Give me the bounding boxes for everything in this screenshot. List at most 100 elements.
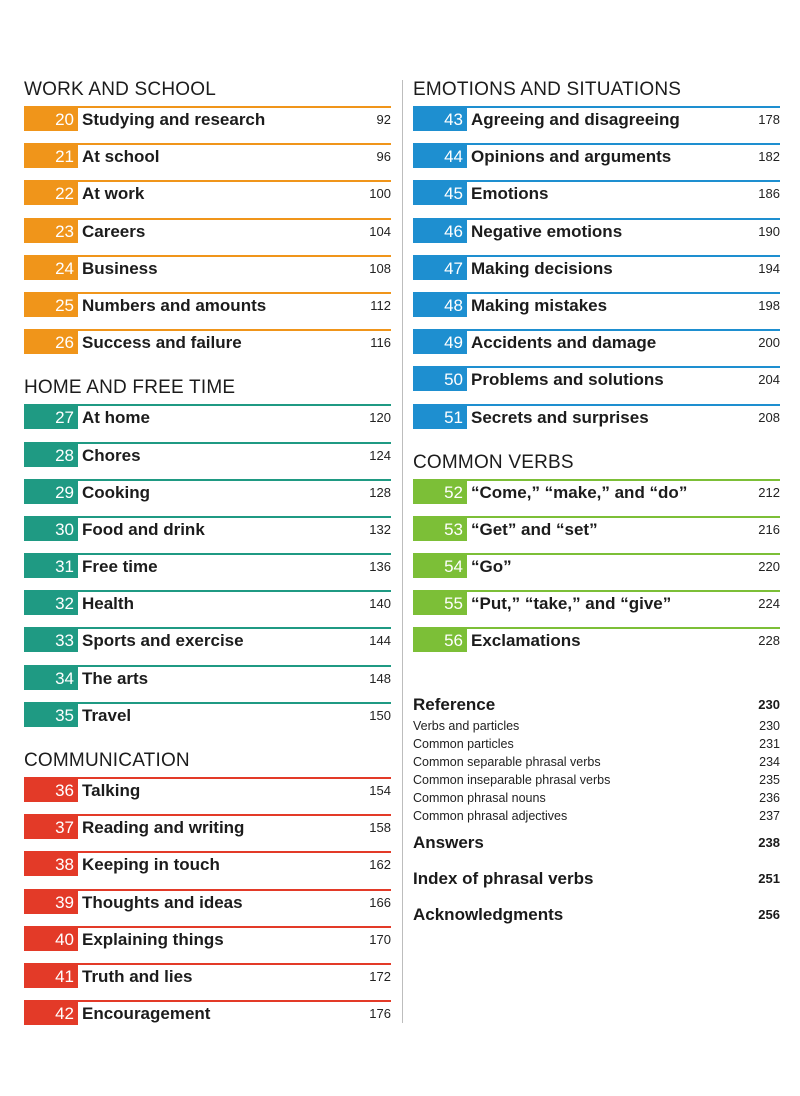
toc-entry[interactable]: 30 Food and drink 132 (24, 515, 391, 553)
entry-rule (413, 329, 780, 332)
toc-entry[interactable]: 21 At school 96 (24, 143, 391, 180)
toc-entry[interactable]: 44 Opinions and arguments 182 (413, 143, 780, 180)
toc-entry[interactable]: 20 Studying and research 92 (24, 106, 391, 143)
back-matter-item[interactable]: Answers 238 (413, 825, 780, 861)
toc-right-column: EMOTIONS AND SITUATIONS 43 Agreeing and d… (413, 76, 780, 933)
unit-number-badge: 31 (24, 555, 78, 579)
toc-entry[interactable]: 39 Thoughts and ideas 166 (24, 888, 391, 926)
toc-entry[interactable]: 25 Numbers and amounts 112 (24, 291, 391, 329)
reference-title: Reference (413, 694, 496, 714)
page-number: 208 (758, 409, 780, 425)
toc-entry[interactable]: 28 Chores 124 (24, 441, 391, 479)
entry-rule (24, 441, 391, 444)
toc-entry[interactable]: 37 Reading and writing 158 (24, 814, 391, 851)
toc-entry[interactable]: 34 The arts 148 (24, 664, 391, 702)
page-number: 220 (758, 559, 780, 575)
toc-entry[interactable]: 27 At home 120 (24, 404, 391, 441)
unit-title: Agreeing and disagreeing (471, 110, 680, 129)
reference-item[interactable]: Common phrasal nouns 236 (413, 789, 780, 807)
toc-entry[interactable]: 24 Business 108 (24, 254, 391, 292)
reference-block: Reference 230 Verbs and particles 230 Comm… (413, 693, 780, 933)
toc-entry[interactable]: 52 “Come,” “make,” and “do” 212 (413, 478, 780, 516)
toc-entry[interactable]: 29 Cooking 128 (24, 478, 391, 516)
page-number: 228 (758, 633, 780, 649)
entry-rule (413, 627, 780, 630)
reference-item[interactable]: Verbs and particles 230 (413, 717, 780, 735)
unit-title: “Put,” “take,” and “give” (471, 594, 672, 614)
reference-item[interactable]: Common inseparable phrasal verbs 235 (413, 771, 780, 789)
toc-entry[interactable]: 42 Encouragement 176 (24, 1000, 391, 1037)
page-number: 166 (369, 894, 391, 910)
page-number: 190 (758, 223, 780, 239)
unit-number-badge: 37 (24, 816, 78, 840)
entry-rule (24, 777, 391, 779)
toc-entry[interactable]: 26 Success and failure 116 (24, 329, 391, 366)
page-number: 116 (370, 335, 391, 351)
toc-entry[interactable]: 40 Explaining things 170 (24, 925, 391, 963)
entry-list: 20 Studying and research 92 21 At school 96 22… (24, 106, 391, 366)
toc-entry[interactable]: 43 Agreeing and disagreeing 178 (413, 106, 780, 143)
page-number: 158 (369, 820, 391, 836)
page-number: 194 (758, 260, 780, 276)
unit-number-badge: 36 (24, 779, 78, 802)
toc-entry[interactable]: 48 Making mistakes 198 (413, 291, 780, 329)
toc-entry[interactable]: 45 Emotions 186 (413, 180, 780, 217)
entry-rule (24, 106, 391, 108)
page-number: 182 (758, 149, 780, 165)
reference-item[interactable]: Common separable phrasal verbs 234 (413, 753, 780, 771)
page-number: 204 (758, 372, 780, 388)
toc-entry[interactable]: 51 Secrets and surprises 208 (413, 403, 780, 441)
reference-heading[interactable]: Reference 230 (413, 693, 780, 717)
toc-entry[interactable]: 32 Health 140 (24, 590, 391, 627)
entry-rule (24, 143, 391, 146)
toc-entry[interactable]: 54 “Go” 220 (413, 553, 780, 590)
entry-rule (413, 254, 780, 257)
unit-title: Making mistakes (471, 295, 608, 315)
unit-number-badge: 45 (413, 182, 467, 206)
page-number: 224 (758, 596, 780, 612)
unit-number-badge: 29 (24, 480, 78, 504)
entry-rule (413, 217, 780, 220)
toc-entry[interactable]: 46 Negative emotions 190 (413, 217, 780, 255)
page-number: 216 (758, 521, 780, 537)
toc-entry[interactable]: 38 Keeping in touch 162 (24, 851, 391, 888)
toc-entry[interactable]: 50 Problems and solutions 204 (413, 366, 780, 403)
unit-title: Sports and exercise (82, 631, 244, 651)
toc-entry[interactable]: 41 Truth and lies 172 (24, 962, 391, 1000)
toc-entry[interactable]: 49 Accidents and damage 200 (413, 329, 780, 366)
entry-rule (413, 143, 780, 146)
toc-entry[interactable]: 36 Talking 154 (24, 777, 391, 814)
page-number: 238 (758, 834, 780, 850)
toc-entry[interactable]: 56 Exclamations 228 (413, 627, 780, 664)
unit-number-badge: 51 (413, 405, 467, 429)
reference-item-title: Common phrasal nouns (413, 790, 546, 805)
section-heading: COMMON VERBS (413, 451, 574, 473)
page-number: 235 (759, 772, 780, 787)
unit-title: Chores (82, 445, 141, 465)
entry-rule (24, 851, 391, 854)
toc-entry[interactable]: 33 Sports and exercise 144 (24, 627, 391, 664)
unit-title: Making decisions (471, 258, 613, 278)
unit-title: At home (82, 408, 150, 428)
toc-entry[interactable]: 22 At work 100 (24, 180, 391, 217)
back-matter-item[interactable]: Index of phrasal verbs 251 (413, 861, 780, 897)
back-matter-item[interactable]: Acknowledgments 256 (413, 897, 780, 933)
unit-number-badge: 54 (413, 555, 467, 579)
page-number: 176 (369, 1006, 391, 1022)
unit-title: Emotions (471, 184, 549, 204)
unit-number-badge: 20 (24, 108, 78, 131)
toc-entry[interactable]: 53 “Get” and “set” 216 (413, 515, 780, 553)
toc-entry[interactable]: 23 Careers 104 (24, 217, 391, 255)
reference-list: Verbs and particles 230 Common particles 23… (413, 717, 780, 825)
reference-item[interactable]: Common phrasal adjectives 237 (413, 807, 780, 825)
entry-rule (24, 664, 391, 667)
unit-title: “Come,” “make,” and “do” (471, 482, 688, 502)
toc-entry[interactable]: 47 Making decisions 194 (413, 254, 780, 292)
toc-entry[interactable]: 55 “Put,” “take,” and “give” 224 (413, 590, 780, 627)
page-number: 230 (758, 696, 780, 712)
page-number: 186 (758, 186, 780, 202)
toc-entry[interactable]: 35 Travel 150 (24, 701, 391, 739)
toc-entry[interactable]: 31 Free time 136 (24, 553, 391, 590)
reference-item[interactable]: Common particles 231 (413, 735, 780, 753)
page-number: 92 (376, 112, 391, 127)
